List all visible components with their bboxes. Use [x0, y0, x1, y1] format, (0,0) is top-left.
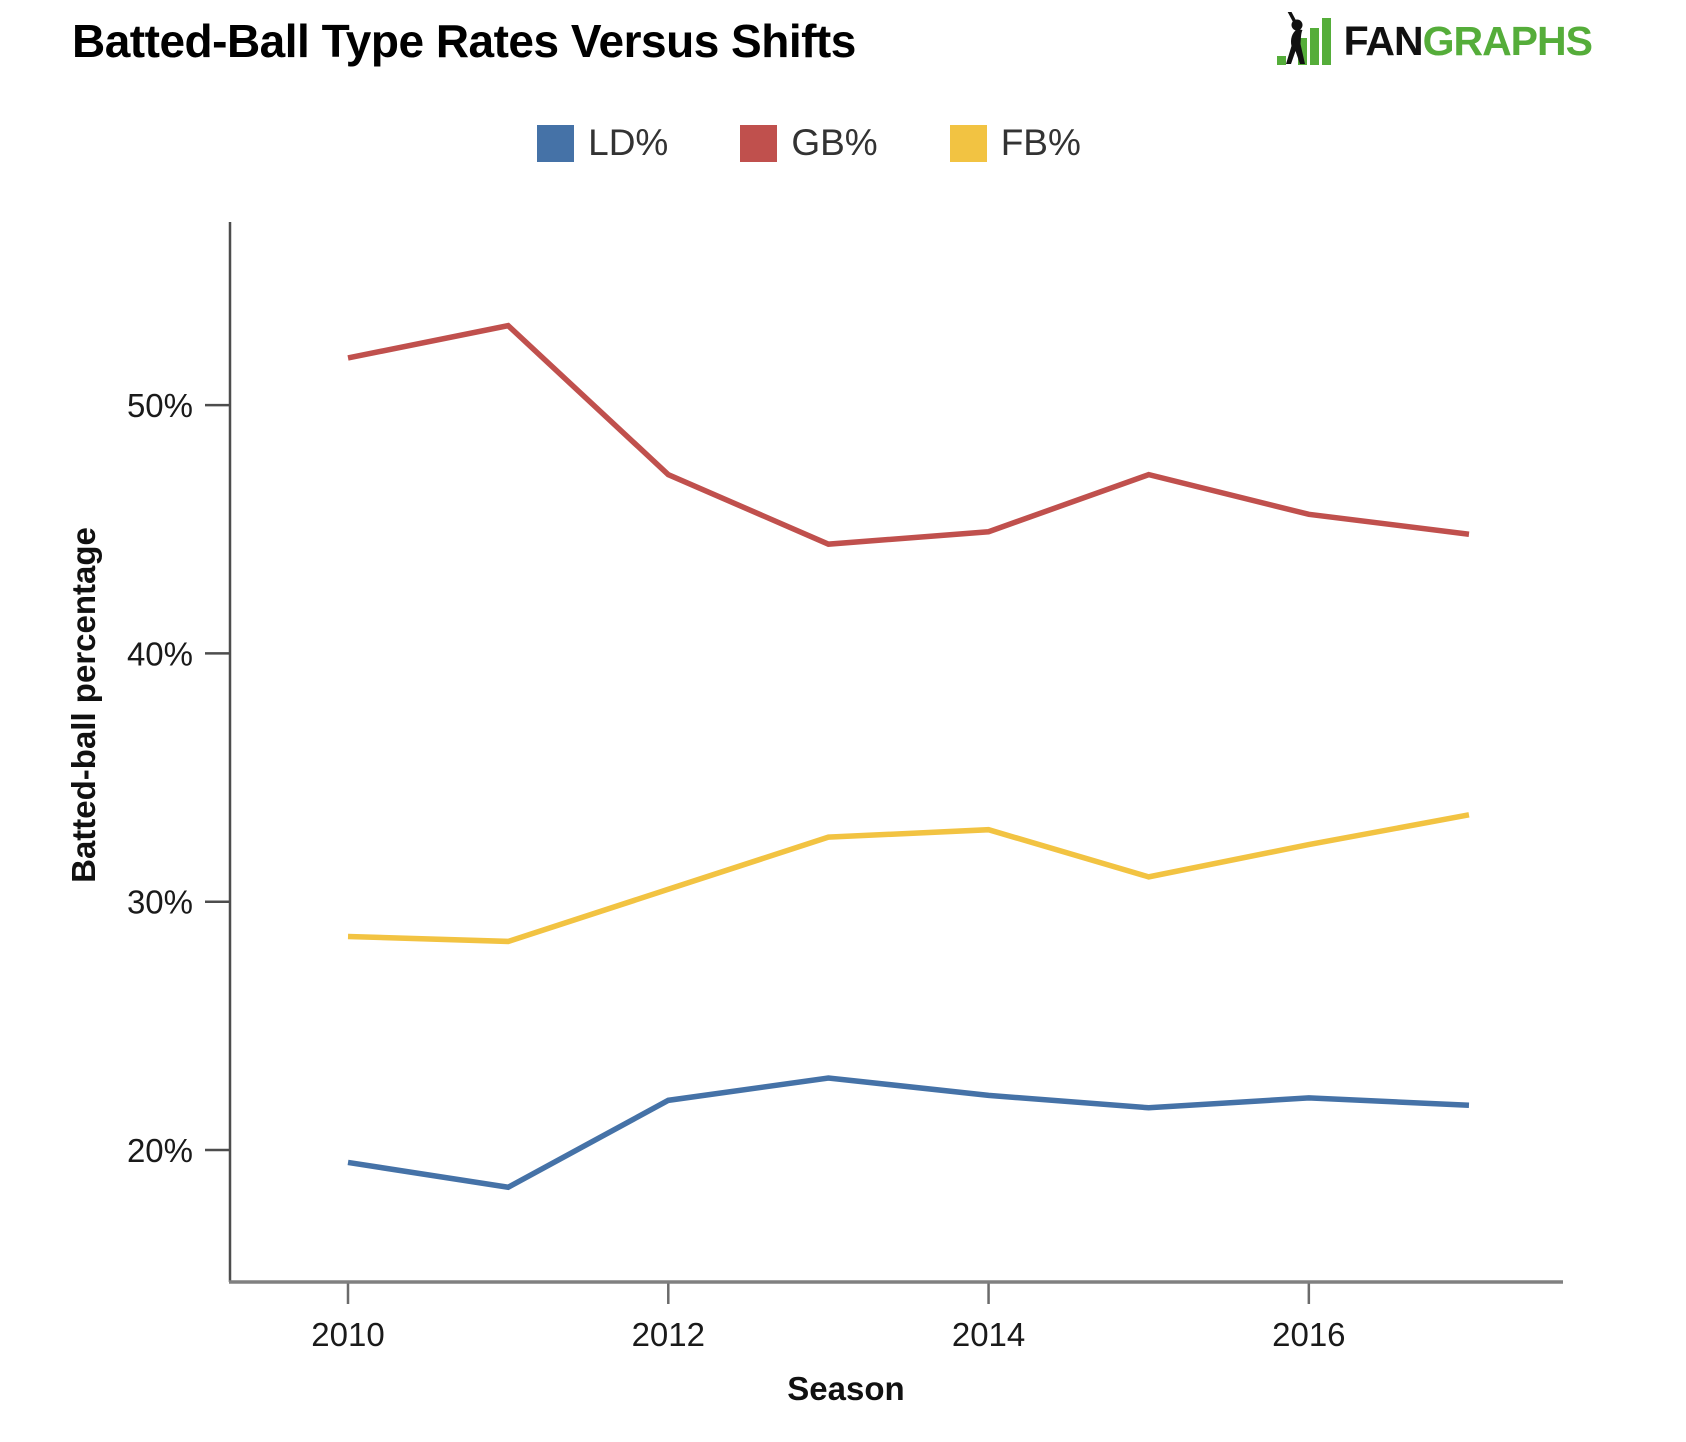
x-axis-title: Season — [787, 1370, 904, 1407]
x-tick-label: 2012 — [632, 1316, 705, 1353]
legend-swatch-gb — [740, 124, 778, 162]
legend-swatch-fb — [949, 124, 987, 162]
legend-item-ld: LD% — [537, 122, 668, 164]
x-tick-label: 2010 — [311, 1316, 384, 1353]
legend-label-gb: GB% — [791, 122, 878, 163]
line-series-FB% — [347, 812, 1470, 945]
chart-legend: LD% GB% FB% — [0, 122, 1652, 164]
line-series-LD% — [347, 1075, 1470, 1191]
y-tick-label: 40% — [127, 635, 193, 672]
fangraphs-batter-icon — [1276, 9, 1338, 71]
legend-item-gb: GB% — [740, 122, 878, 164]
legend-label-ld: LD% — [588, 122, 669, 163]
legend-label-fb: FB% — [1000, 122, 1081, 163]
legend-swatch-ld — [537, 124, 575, 162]
logo-graphs-text: GRAPHS — [1422, 17, 1593, 64]
y-axis-title: Batted-ball percentage — [65, 527, 102, 883]
y-tick-label: 20% — [127, 1132, 193, 1169]
page-title: Batted-Ball Type Rates Versus Shifts — [72, 15, 856, 67]
y-tick-label: 50% — [127, 387, 193, 424]
x-tick-label: 2016 — [1272, 1316, 1345, 1353]
logo-fan-text: FAN — [1343, 17, 1424, 64]
y-tick-label: 30% — [127, 884, 193, 921]
data-lines — [347, 322, 1470, 1191]
fangraphs-logo: FAN GRAPHS — [1276, 9, 1593, 71]
legend-item-fb: FB% — [949, 122, 1081, 164]
x-tick-label: 2014 — [952, 1316, 1025, 1353]
line-series-GB% — [347, 322, 1470, 547]
axis-ticks: 20% 30% 40% 50% 2010 2012 2014 2016 — [127, 387, 1346, 1353]
